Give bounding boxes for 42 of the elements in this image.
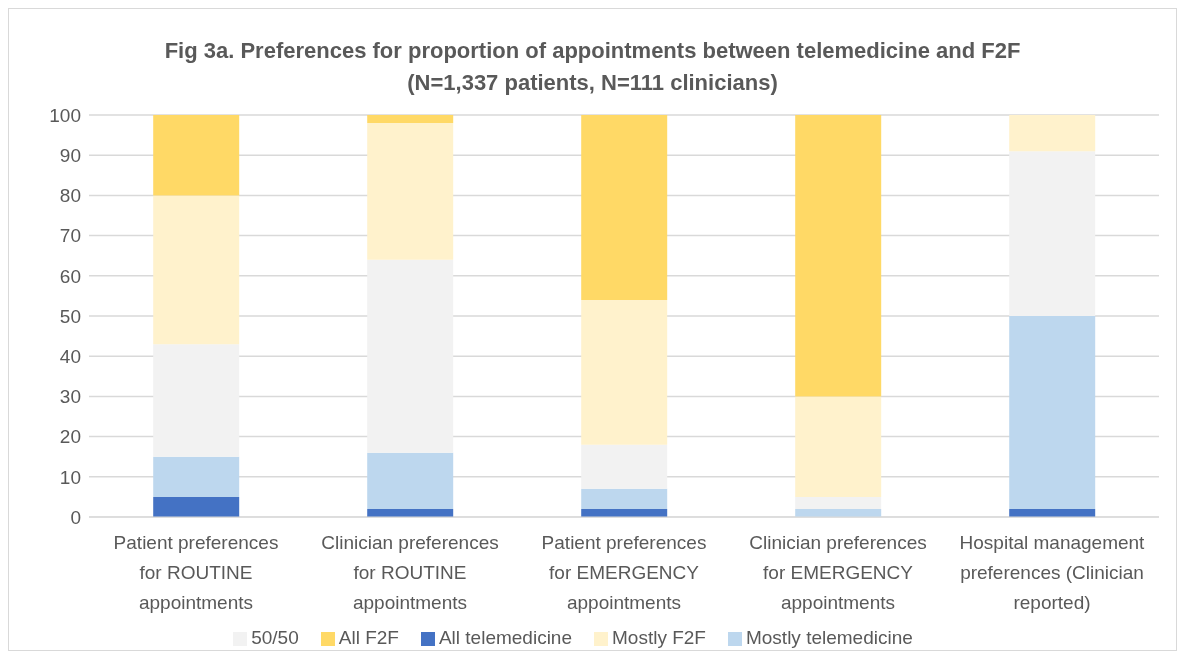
bar <box>153 456 240 497</box>
bar <box>153 115 240 196</box>
x-tick-label: Patient preferences for ROUTINE appointments <box>113 532 279 613</box>
y-tick-label: 60 <box>59 265 81 287</box>
bar <box>1009 316 1096 509</box>
y-tick-label: 10 <box>59 466 81 488</box>
legend-label: Mostly telemedicine <box>745 627 913 648</box>
legend-label: 50/50 <box>251 627 299 648</box>
y-tick-label: 0 <box>70 506 81 528</box>
bar <box>795 396 882 497</box>
bar <box>367 123 454 260</box>
legend-label: Mostly F2F <box>612 627 706 648</box>
x-tick-label: Patient preferences for EMERGENCY appointments <box>541 532 707 613</box>
bar <box>795 496 882 509</box>
chart-subtitle: (N=1,337 patients, N=111 clinicians) <box>406 69 779 97</box>
bar <box>367 452 454 509</box>
bar <box>581 115 668 300</box>
legend-label: All F2F <box>338 627 399 648</box>
x-tick-label: Hospital management preferences (Clinician reported) <box>959 532 1146 613</box>
y-tick-label: 20 <box>59 426 81 448</box>
legend-label: All telemedicine <box>438 627 572 648</box>
y-tick-label: 30 <box>59 386 81 408</box>
y-tick-label: 40 <box>59 345 81 367</box>
bar <box>581 488 668 509</box>
bar <box>795 115 882 397</box>
bar <box>581 444 668 489</box>
x-tick-label: Clinician preferences for ROUTINE appointments <box>321 532 499 613</box>
y-tick-label: 70 <box>59 225 81 247</box>
bar <box>367 115 454 124</box>
bar <box>367 259 454 453</box>
y-tick-label: 80 <box>59 185 81 207</box>
y-tick-label: 50 <box>59 305 81 327</box>
bar <box>153 344 240 457</box>
y-tick-label: 90 <box>59 144 81 166</box>
bar <box>1009 151 1096 316</box>
bar <box>1009 115 1096 152</box>
bar <box>153 496 240 517</box>
bar <box>581 299 668 445</box>
x-tick-label: Clinician preferences for EMERGENCY appointments <box>749 532 927 613</box>
y-tick-label: 100 <box>49 104 81 126</box>
bar <box>153 195 240 345</box>
chart-title: Fig 3a. Preferences for proportion of appointments between telemedicine and F2F <box>163 37 1022 65</box>
